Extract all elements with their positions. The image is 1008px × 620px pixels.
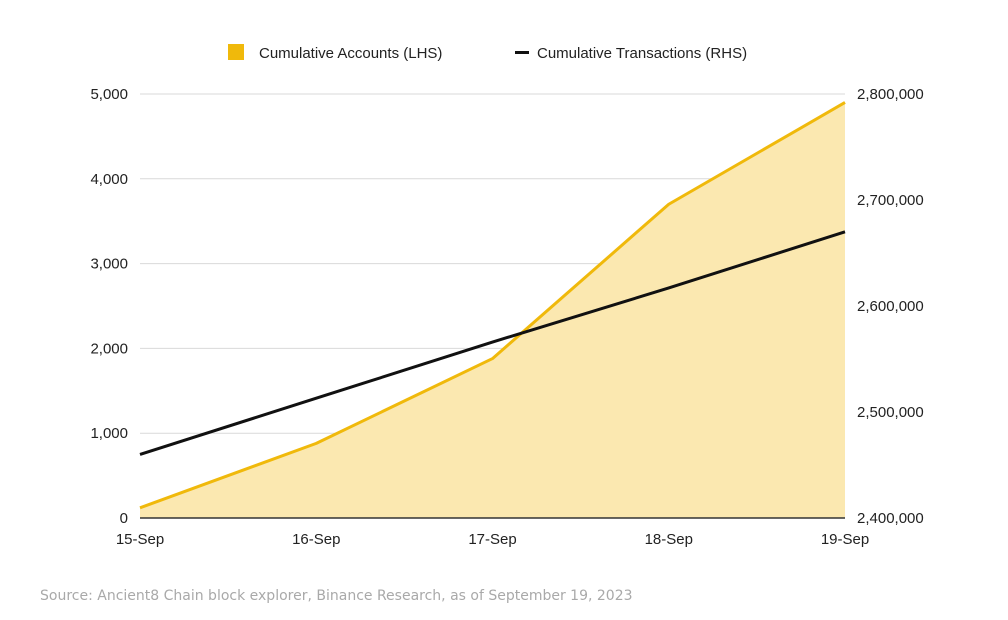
right-tick-label: 2,400,000 (857, 510, 924, 527)
left-axis-ticks: 0 1,000 2,000 3,000 4,000 5,000 (90, 86, 128, 527)
x-tick-label: 15-Sep (116, 531, 164, 548)
left-tick-label: 2,000 (90, 340, 128, 357)
right-tick-label: 2,500,000 (857, 404, 924, 421)
x-tick-label: 19-Sep (821, 531, 869, 548)
right-tick-label: 2,700,000 (857, 192, 924, 209)
accounts-area-fill (140, 102, 845, 518)
legend: Cumulative Accounts (LHS) Cumulative Tra… (228, 44, 747, 62)
left-tick-label: 5,000 (90, 86, 128, 103)
x-tick-label: 18-Sep (645, 531, 693, 548)
x-axis-ticks: 15-Sep 16-Sep 17-Sep 18-Sep 19-Sep (116, 531, 869, 548)
right-tick-label: 2,800,000 (857, 86, 924, 103)
left-tick-label: 3,000 (90, 256, 128, 273)
legend-swatch-transactions (515, 51, 529, 54)
legend-label-transactions: Cumulative Transactions (RHS) (537, 45, 747, 62)
chart: 0 1,000 2,000 3,000 4,000 5,000 2,400,000 2,50… (90, 44, 924, 548)
x-tick-label: 17-Sep (468, 531, 516, 548)
legend-label-accounts: Cumulative Accounts (LHS) (259, 45, 442, 62)
source-note: Source: Ancient8 Chain block explorer, B… (40, 588, 633, 604)
right-axis-ticks: 2,400,000 2,500,000 2,600,000 2,700,000 2,80… (857, 86, 924, 527)
left-tick-label: 4,000 (90, 171, 128, 188)
left-tick-label: 0 (120, 510, 128, 527)
x-tick-label: 16-Sep (292, 531, 340, 548)
accounts-area (139, 101, 846, 518)
legend-swatch-accounts (228, 44, 244, 60)
right-tick-label: 2,600,000 (857, 298, 924, 315)
left-tick-label: 1,000 (90, 425, 128, 442)
transactions-line-layer (139, 230, 846, 456)
